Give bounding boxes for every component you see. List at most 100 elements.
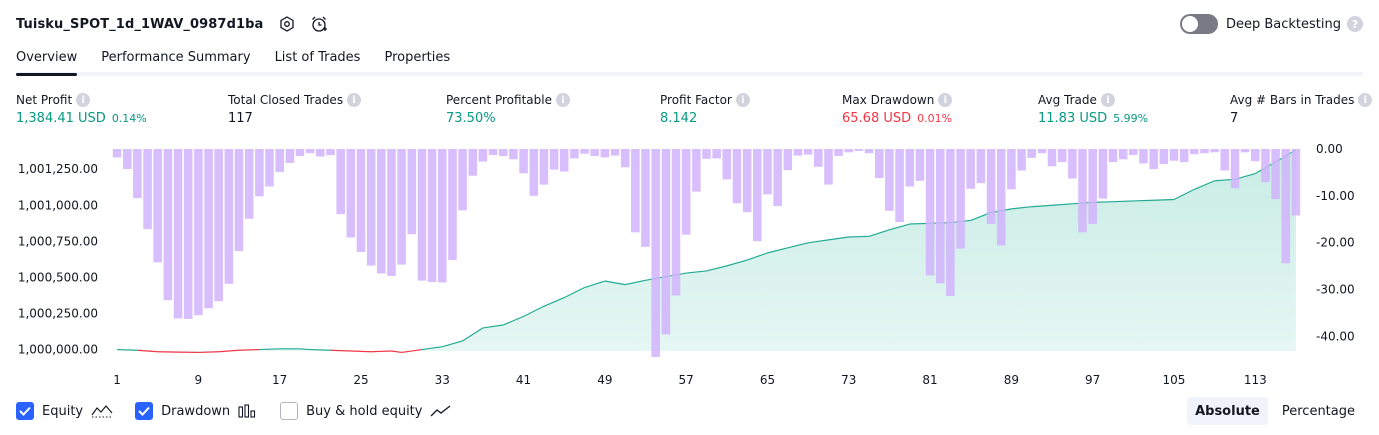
drawdown-bar	[1291, 149, 1301, 216]
drawdown-bar	[509, 149, 518, 160]
drawdown-bar	[742, 149, 752, 213]
drawdown-series	[112, 149, 1301, 357]
stat-percent: 0.01%	[917, 112, 953, 125]
equity-line-segment	[523, 305, 545, 317]
drawdown-bar	[641, 149, 650, 247]
drawdown-bar	[986, 149, 996, 224]
drawdown-bar	[1271, 149, 1280, 200]
line-chart-icon	[430, 404, 452, 418]
drawdown-bar	[834, 149, 843, 156]
info-icon[interactable]: i	[76, 93, 91, 107]
settings-icon[interactable]	[277, 14, 297, 34]
drawdown-bar	[631, 149, 640, 233]
drawdown-bar	[824, 149, 833, 185]
drawdown-bar	[1007, 149, 1016, 190]
info-icon[interactable]: i	[347, 93, 362, 107]
tab-properties[interactable]: Properties	[384, 50, 451, 65]
stat-percent: 0.14%	[111, 112, 147, 125]
drawdown-bar	[123, 149, 132, 170]
drawdown-bar	[1129, 149, 1138, 156]
stat-net-profit: Net Profit i 1,384.41 USD 0.14%	[16, 93, 147, 126]
stat-profit-factor: Profit Factor i 8.142	[660, 93, 750, 126]
drawdown-bar	[651, 149, 660, 357]
equity-line-segment	[137, 349, 158, 353]
toggle-knob	[1181, 16, 1198, 32]
buy-hold-checkbox[interactable]	[280, 402, 299, 420]
drawdown-bar	[417, 149, 427, 281]
stat-value: 7	[1230, 111, 1239, 126]
drawdown-bar	[438, 149, 447, 283]
equity-line-segment	[543, 297, 565, 307]
drawdown-bar	[133, 149, 142, 199]
drawdown-bar	[925, 149, 935, 276]
drawdown-bar	[1027, 149, 1036, 158]
equity-line-segment	[462, 327, 484, 342]
stat-value: 117	[228, 111, 253, 126]
drawdown-bar	[112, 149, 122, 158]
stat-label: Max Drawdown	[842, 93, 935, 107]
info-icon[interactable]: i	[938, 93, 953, 107]
info-icon[interactable]: i	[1358, 93, 1373, 107]
equity-line-segment	[1031, 204, 1053, 208]
drawdown-bar	[468, 149, 478, 176]
deep-backtesting-toggle[interactable]	[1179, 14, 1218, 34]
percentage-button[interactable]: Percentage	[1281, 403, 1355, 419]
equity-line-segment	[828, 236, 849, 241]
legend-drawdown[interactable]: Drawdown	[135, 402, 258, 420]
drawdown-checkbox[interactable]	[135, 402, 154, 420]
drawdown-bar	[1088, 149, 1097, 224]
drawdown-bar	[407, 149, 417, 235]
drawdown-bar	[1220, 149, 1230, 171]
help-icon[interactable]: ?	[1347, 16, 1363, 32]
left-axis-tick-label: 1,001,250.00	[18, 162, 98, 176]
drawdown-bar	[702, 149, 711, 159]
info-icon[interactable]: i	[555, 93, 570, 107]
drawdown-bar	[559, 149, 569, 172]
tab-performance-summary[interactable]: Performance Summary	[101, 50, 251, 65]
drawdown-bar	[397, 149, 406, 265]
drawdown-bar	[336, 149, 345, 215]
equity-line-segment	[686, 270, 707, 274]
right-axis-tick-label: -40.00	[1316, 329, 1355, 343]
equity-line-segment	[746, 252, 768, 261]
equity-line-segment	[1011, 206, 1032, 210]
legend-buy-hold-equity[interactable]: Buy & hold equity	[280, 402, 452, 420]
x-axis-tick-label: 57	[679, 373, 694, 387]
equity-line-segment	[259, 348, 280, 351]
drawdown-bar	[1190, 149, 1199, 155]
stat-value: 11.83 USD	[1038, 111, 1108, 126]
equity-checkbox[interactable]	[16, 402, 34, 420]
equity-line-segment	[604, 280, 626, 286]
drawdown-bar	[1210, 149, 1219, 153]
drawdown-bar	[753, 149, 762, 242]
drawdown-bar	[783, 149, 793, 171]
drawdown-bar	[1159, 149, 1169, 164]
info-icon[interactable]: i	[1100, 93, 1115, 107]
equity-line-segment	[706, 265, 727, 272]
equity-drawdown-chart: 1,000,000.00 1,000,250.00 1,000,500.00 1,00…	[18, 142, 1355, 387]
equity-line-segment	[421, 346, 443, 351]
tab-overview[interactable]: Overview	[16, 44, 78, 76]
equity-line-segment	[442, 340, 463, 348]
x-axis-tick-label: 73	[841, 373, 856, 387]
drawdown-bar	[214, 149, 223, 302]
legend-equity-label: Equity	[42, 403, 84, 419]
drawdown-bar	[610, 149, 620, 156]
equity-line-segment	[889, 223, 910, 231]
legend-equity[interactable]: Equity	[16, 402, 113, 420]
equity-line-segment	[868, 229, 890, 237]
alarm-clock-add-icon[interactable]	[309, 14, 329, 34]
equity-line-segment	[584, 280, 606, 289]
drawdown-bar	[1240, 149, 1250, 153]
info-icon[interactable]: i	[735, 93, 750, 107]
drawdown-bar	[163, 149, 173, 301]
equity-line-segment	[808, 239, 829, 244]
tab-list-of-trades[interactable]: List of Trades	[274, 50, 361, 65]
equity-line-segment	[1051, 203, 1073, 206]
absolute-button[interactable]: Absolute	[1187, 397, 1268, 425]
stat-value: 8.142	[660, 111, 698, 126]
drawdown-bar	[814, 149, 823, 167]
drawdown-bar	[1139, 149, 1148, 164]
drawdown-bar	[1068, 149, 1077, 179]
drawdown-bar	[946, 149, 955, 296]
